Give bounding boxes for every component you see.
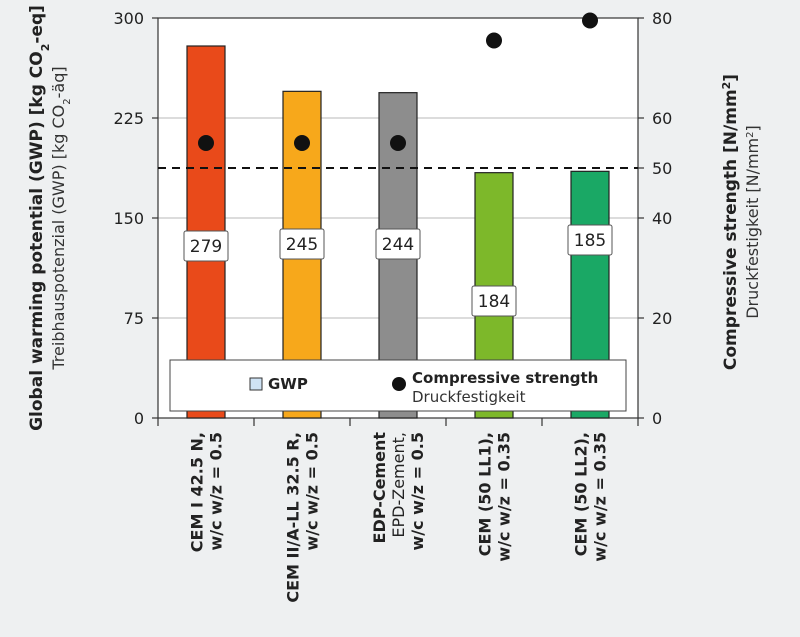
compressive-strength-point — [294, 135, 310, 151]
gwp-value-label-box — [471, 285, 517, 317]
legend-gwp-label: GWP — [268, 375, 308, 393]
right-tick-label: 0 — [652, 409, 662, 428]
right-tick-label: 60 — [652, 109, 672, 128]
left-tick-label: 300 — [113, 9, 144, 28]
x-category-label-line: EPD-Zement, — [389, 432, 408, 538]
x-category-label-line: CEM II/A-LL 32.5 R, — [284, 432, 303, 603]
compressive-strength-point — [582, 12, 598, 29]
y-right-axis-title: Compressive strength [N/mm2] — [720, 74, 742, 370]
gwp-value-label: 279 — [190, 237, 222, 257]
x-category-label-line: CEM (50 LL1), — [476, 432, 495, 556]
x-category-label-line: EDP-Cement — [370, 432, 389, 544]
x-category-label-line: w/c w/z = 0.5 — [408, 432, 427, 551]
y-left-axis-title-de: Treibhauspotenzial (GWP) [kg CO2-äq] — [49, 66, 73, 370]
x-category-label-line: w/c w/z = 0.5 — [303, 432, 322, 551]
gwp-value-label-box — [567, 224, 613, 256]
gwp-value-label: 245 — [286, 235, 318, 255]
gwp-value-label: 244 — [382, 235, 414, 255]
right-tick-label: 50 — [652, 159, 672, 178]
gwp-value-label-box — [183, 230, 229, 262]
x-category-label-line: CEM I 42.5 N, — [188, 432, 207, 552]
x-category-label-line: CEM (50 LL2), — [572, 432, 591, 556]
x-category-label-line: w/c w/z = 0.5 — [207, 432, 226, 551]
left-tick-label: 150 — [113, 209, 144, 228]
left-tick-label: 225 — [113, 109, 144, 128]
compressive-strength-point — [390, 135, 406, 151]
gwp-value-label: 184 — [478, 292, 510, 312]
y-left-axis-title: Global warming potential (GWP) [kg CO2-e… — [27, 5, 52, 431]
x-category-label-line: w/c w/z = 0.35 — [495, 432, 514, 562]
right-tick-label: 20 — [652, 309, 672, 328]
gwp-value-label-box — [375, 228, 421, 260]
x-category-label-line: w/c w/z = 0.35 — [591, 432, 610, 562]
compressive-strength-point — [198, 135, 214, 151]
compressive-strength-point — [486, 32, 502, 49]
right-tick-label: 40 — [652, 209, 672, 228]
left-tick-label: 0 — [134, 409, 144, 428]
gwp-value-label-box — [279, 228, 325, 260]
legend-strength-label: Compressive strength — [412, 369, 598, 387]
legend-strength-label-de: Druckfestigkeit — [412, 388, 526, 406]
left-tick-label: 75 — [124, 309, 144, 328]
y-right-axis-title-de: Druckfestigkeit [N/mm2] — [743, 125, 762, 319]
legend-strength-marker — [392, 377, 406, 391]
legend-gwp-swatch — [249, 377, 263, 391]
gwp-value-label: 185 — [574, 231, 606, 251]
right-tick-label: 80 — [652, 9, 672, 28]
